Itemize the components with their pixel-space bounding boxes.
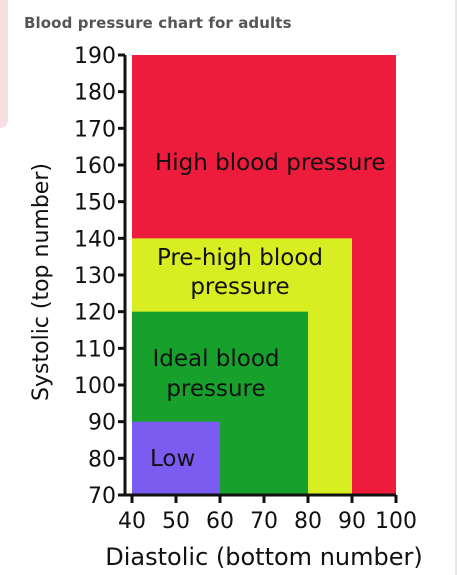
y-tick-label-140: 140 (74, 227, 116, 252)
zone-label-pre-high-blood-pressure-line-1: Pre-high blood (157, 245, 323, 271)
axes-layer: 70 80 90 100 110 120 130 140 150 160 170 180 190 40 50… (74, 44, 417, 534)
y-tick-label-100: 100 (74, 374, 116, 399)
chart-title: Blood pressure chart for adults (24, 14, 292, 32)
x-tick-label-90: 90 (338, 509, 366, 534)
y-tick-label-90: 90 (88, 411, 116, 436)
x-axis-label: Diastolic (bottom number) (105, 543, 422, 571)
y-tick-label-170: 170 (74, 117, 116, 142)
zone-layer (132, 55, 396, 496)
zone-label-ideal-blood-pressure-line-1: Ideal blood (152, 346, 279, 372)
zone-label-low-line-1: Low (150, 446, 195, 472)
left-page-tab (0, 0, 8, 128)
x-tick-label-60: 60 (206, 509, 234, 534)
x-tick-label-100: 100 (375, 509, 417, 534)
zone-label-ideal-blood-pressure-line-2: pressure (166, 376, 265, 402)
y-tick-label-130: 130 (74, 264, 116, 289)
right-page-edge (455, 0, 457, 575)
y-tick-label-110: 110 (74, 337, 116, 362)
y-tick-label-150: 150 (74, 191, 116, 216)
y-tick-label-70: 70 (88, 484, 116, 509)
x-tick-label-50: 50 (162, 509, 190, 534)
x-tick-label-40: 40 (118, 509, 146, 534)
y-tick-label-180: 180 (74, 81, 116, 106)
y-tick-label-190: 190 (74, 44, 116, 69)
y-axis-label: Systolic (top number) (29, 163, 54, 401)
x-tick-label-80: 80 (294, 509, 322, 534)
zone-low (132, 421, 220, 495)
y-tick-label-80: 80 (88, 447, 116, 472)
zone-label-pre-high-blood-pressure-line-2: pressure (190, 274, 289, 300)
zone-label-high-blood-pressure-line-1: High blood pressure (155, 150, 386, 176)
x-tick-label-70: 70 (250, 509, 278, 534)
y-tick-label-160: 160 (74, 154, 116, 179)
y-tick-label-120: 120 (74, 301, 116, 326)
zone-label-layer: High blood pressure Pre-high blood pressur… (150, 150, 386, 472)
